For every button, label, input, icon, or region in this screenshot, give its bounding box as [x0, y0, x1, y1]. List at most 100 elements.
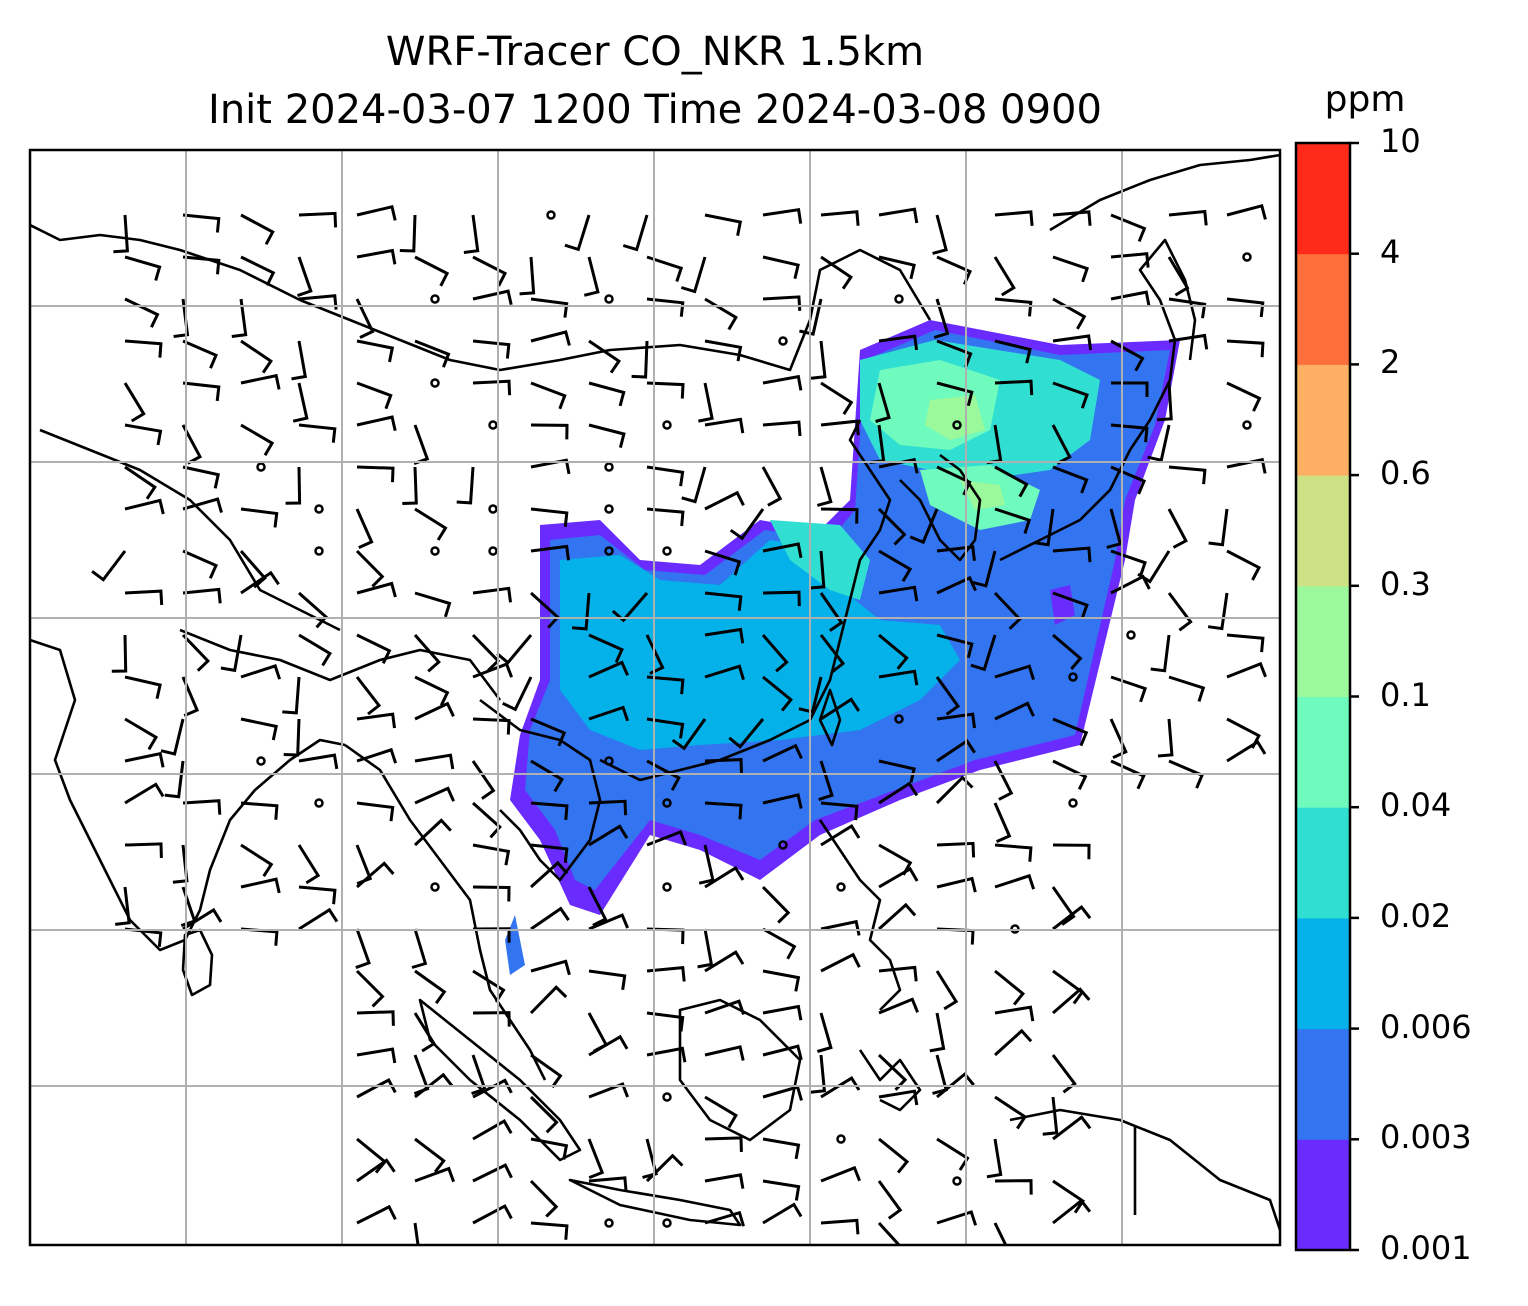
- wind-barb: [240, 570, 280, 595]
- wind-barb: [240, 255, 276, 287]
- wind-barb: [936, 575, 977, 595]
- colorbar-tick-label: 0.1: [1380, 675, 1431, 714]
- wind-barb: [529, 1095, 559, 1134]
- wind-barb: [994, 843, 1033, 862]
- wind-barb: [399, 214, 417, 253]
- wind-barb: [530, 544, 570, 561]
- wind-barb: [124, 842, 163, 858]
- wind-barb: [878, 669, 919, 686]
- co-tracer-plume: [505, 320, 1180, 975]
- wind-barb: [820, 255, 853, 290]
- wind-barb: [762, 207, 803, 224]
- wind-barb: [356, 1137, 388, 1174]
- wind-barb: [411, 928, 428, 969]
- wind-barb: [698, 382, 714, 423]
- wind-barb: [356, 861, 395, 889]
- wind-barb: [413, 818, 452, 847]
- wind-barb: [472, 1011, 511, 1027]
- wind-barb: [994, 379, 1034, 396]
- wind-barb: [356, 801, 395, 822]
- wind-barb: [971, 550, 997, 588]
- wind-barb: [936, 633, 974, 659]
- wind-barb: [173, 298, 190, 338]
- calm-wind-marker: [1068, 798, 1078, 808]
- wind-barb: [530, 759, 564, 793]
- calm-wind-marker: [1242, 252, 1252, 262]
- wind-barb: [530, 717, 567, 747]
- wind-barb: [413, 1222, 420, 1245]
- wind-barb: [587, 886, 608, 927]
- colorbar-segment: [1296, 364, 1350, 476]
- wind-barb: [414, 675, 450, 706]
- wind-barb: [588, 633, 624, 664]
- wind-barb: [810, 340, 827, 380]
- calm-wind-marker: [314, 546, 324, 556]
- wind-barb: [816, 1012, 833, 1053]
- wind-barb: [878, 549, 913, 583]
- wind-barb: [571, 592, 591, 631]
- china-coastline: [599, 419, 892, 782]
- colorbar-tick-label: 10: [1380, 122, 1421, 160]
- wind-barb: [124, 675, 162, 700]
- wind-barb: [124, 498, 165, 515]
- wind-barb: [529, 985, 568, 1015]
- wind-barb: [588, 339, 621, 374]
- colorbar-unit-label: ppm: [1324, 79, 1406, 120]
- wind-barb: [413, 424, 430, 466]
- wind-barb: [877, 1221, 902, 1245]
- wind-barb: [472, 717, 511, 735]
- wind-barb: [472, 255, 508, 287]
- wind-barb: [414, 786, 455, 805]
- wind-barb: [820, 381, 854, 416]
- wind-barb: [472, 379, 512, 396]
- colorbar-tick-label: 2: [1380, 343, 1401, 382]
- calm-wind-marker: [1126, 630, 1136, 640]
- wind-barb: [529, 860, 569, 889]
- wind-barb: [1052, 843, 1091, 860]
- wind-barb: [878, 997, 919, 1015]
- wind-barb: [1052, 1198, 1092, 1225]
- wind-barb: [994, 969, 1026, 1006]
- wind-barb: [762, 1085, 803, 1101]
- wind-barb: [761, 885, 791, 924]
- wind-barb: [182, 799, 222, 815]
- wind-barb: [471, 633, 501, 672]
- wind-barb: [611, 592, 649, 623]
- wind-barb: [239, 550, 267, 589]
- colorbar-tick-label: 0.02: [1380, 896, 1452, 935]
- calm-wind-marker: [604, 462, 614, 472]
- wind-barb: [91, 550, 127, 582]
- wind-barb: [877, 1180, 903, 1220]
- wind-barb: [355, 549, 385, 588]
- wind-barb: [356, 415, 397, 432]
- calm-wind-marker: [604, 756, 614, 766]
- wind-barb: [471, 801, 502, 839]
- wind-barb: [530, 1053, 563, 1089]
- wind-barb: [704, 1173, 745, 1189]
- wind-barb: [646, 965, 686, 982]
- wind-barb: [1052, 334, 1093, 351]
- wind-barb: [298, 423, 337, 443]
- wind-barb: [933, 298, 950, 339]
- wind-barb: [878, 1137, 910, 1174]
- wind-barb: [124, 717, 159, 751]
- wind-barb: [993, 256, 1016, 297]
- wind-barb: [414, 339, 451, 368]
- wind-barb: [182, 381, 221, 402]
- wind-barb: [182, 255, 221, 275]
- wind-barb: [1226, 549, 1262, 581]
- wind-barb: [671, 718, 707, 751]
- wind-barb: [472, 1119, 513, 1141]
- chart-title-line2: Init 2024-03-07 1200 Time 2024-03-08 090…: [208, 87, 1102, 133]
- wind-barb: [704, 339, 743, 362]
- colorbar-tick-label: 0.003: [1380, 1118, 1472, 1157]
- wind-barb: [875, 382, 891, 423]
- colorbar-tick-label: 4: [1380, 232, 1401, 271]
- colorbar-frame: [1294, 141, 1352, 1252]
- wind-barb: [530, 1221, 569, 1240]
- wind-barb: [472, 885, 511, 902]
- wind-barb: [878, 633, 909, 670]
- wind-barb: [1110, 290, 1151, 307]
- wind-barb: [530, 381, 567, 410]
- wind-barb: [530, 507, 569, 527]
